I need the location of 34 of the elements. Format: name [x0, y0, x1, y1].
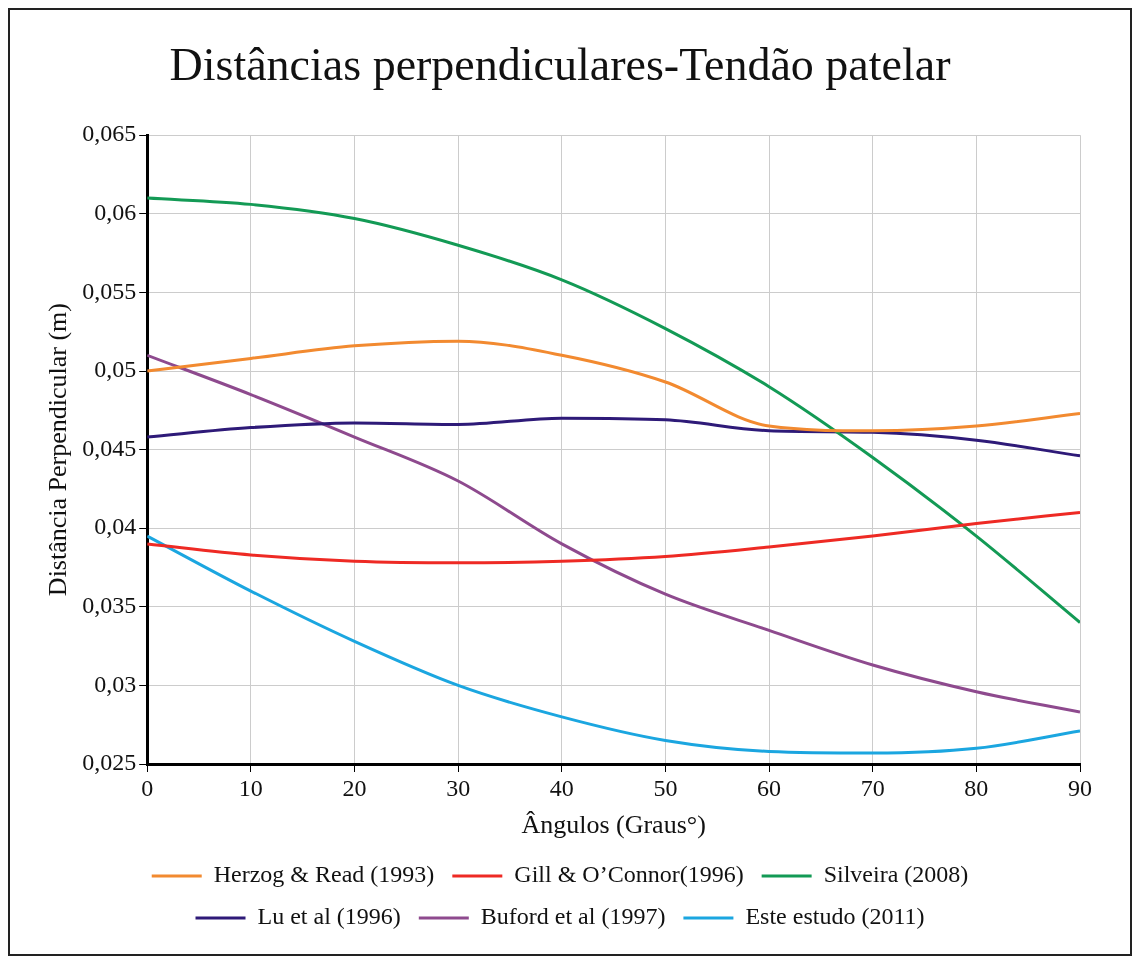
line-series — [147, 339, 1080, 433]
legend-label: Buford et al (1997) — [480, 903, 666, 930]
y-tick-label: 0,04 — [94, 513, 137, 540]
x-tick-label: 60 — [757, 774, 782, 801]
line-series — [147, 416, 1080, 458]
x-tick-label: 40 — [549, 774, 574, 801]
legend-label: Este estudo (2011) — [745, 903, 925, 930]
y-tick-label: 0,055 — [82, 277, 137, 304]
y-tick-label: 0,06 — [94, 199, 137, 226]
x-tick-label: 50 — [653, 774, 678, 801]
line-series — [147, 534, 1080, 755]
x-tick-label: 30 — [446, 774, 471, 801]
line-series — [147, 196, 1080, 625]
x-tick-label: 20 — [342, 774, 367, 801]
x-tick-label: 80 — [964, 774, 989, 801]
legend-label: Lu et al (1996) — [257, 903, 401, 930]
y-tick-label: 0,065 — [82, 120, 137, 147]
legend-label: Herzog & Read (1993) — [213, 861, 435, 888]
line-series — [147, 510, 1080, 565]
y-tick-label: 0,035 — [82, 592, 137, 619]
x-tick-label: 0 — [141, 774, 154, 801]
y-tick-label: 0,045 — [82, 434, 137, 461]
line-series — [147, 353, 1080, 714]
chart-title: Distâncias perpendiculares-Tendão patelar — [169, 38, 951, 90]
y-tick-label: 0,05 — [94, 356, 137, 383]
x-tick-label: 10 — [238, 774, 263, 801]
legend-label: Silveira (2008) — [823, 861, 969, 888]
legend-label: Gill & O’Connor(1996) — [514, 861, 744, 888]
y-tick-label: 0,03 — [94, 670, 137, 697]
x-tick-label: 90 — [1068, 774, 1092, 801]
y-tick-label: 0,025 — [82, 749, 137, 776]
x-axis-title: Ângulos (Graus°) — [521, 810, 706, 840]
y-axis-title: Distância Perpendicular (m) — [43, 303, 73, 597]
x-tick-label: 70 — [860, 774, 885, 801]
